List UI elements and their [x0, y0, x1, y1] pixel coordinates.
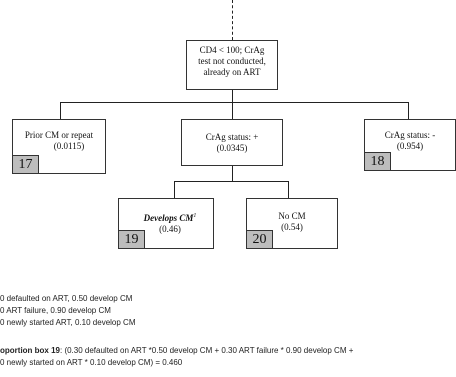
- box-number-18: 18: [365, 152, 391, 170]
- box-number-17: 17: [13, 155, 39, 173]
- box-number-19: 19: [119, 230, 145, 248]
- footnote-line-4: oportion box 19: (0.30 defaulted on ART …: [0, 345, 353, 356]
- box-number-20: 20: [247, 230, 273, 248]
- footnote-line-2: 0 ART failure, 0.90 develop CM: [0, 306, 111, 315]
- prior-cm-label: Prior CM or repeat: [24, 130, 94, 140]
- root-stem: [232, 90, 233, 102]
- drop-neg: [408, 102, 409, 119]
- prior-cm-node: Prior CM or repeat (0.0115) 17: [12, 119, 106, 174]
- crag-negative-node: CrAg status: - (0.954) 18: [364, 119, 456, 171]
- crag-negative-label: CrAg status: -: [384, 130, 436, 140]
- no-cm-prob: (0.54): [281, 222, 303, 232]
- develops-cm-prob: (0.46): [159, 224, 181, 234]
- develops-cm-label: Develops CM1: [143, 213, 197, 223]
- footnote-line-1: 0 defaulted on ART, 0.50 develop CM: [0, 294, 133, 303]
- root-node: CD4 < 100; CrAg test not conducted, alre…: [186, 40, 278, 90]
- pos-stem: [232, 166, 233, 181]
- proportion-formula: : (0.30 defaulted on ART *0.50 develop C…: [60, 346, 354, 355]
- proportion-label: oportion box 19: [0, 346, 60, 355]
- drop-nocm: [288, 181, 289, 198]
- incoming-dashed-line: [232, 0, 233, 40]
- root-line-1: CD4 < 100; CrAg: [199, 45, 265, 55]
- drop-prior: [60, 102, 61, 119]
- crag-negative-prob: (0.954): [396, 141, 424, 151]
- prior-cm-prob: (0.0115): [53, 141, 85, 151]
- crag-positive-prob: (0.0345): [216, 143, 248, 153]
- no-cm-node: No CM (0.54) 20: [246, 198, 338, 249]
- footnote-line-5: 0 newly started on ART * 0.10 develop CM…: [0, 358, 183, 367]
- level2-bar: [174, 181, 288, 182]
- develops-cm-footnote: 1: [193, 213, 197, 219]
- drop-pos: [232, 102, 233, 119]
- no-cm-label: No CM: [278, 211, 306, 221]
- develops-cm-node: Develops CM1 (0.46) 19: [118, 198, 214, 249]
- crag-positive-label: CrAg status: +: [205, 132, 259, 142]
- root-line-2: test not conducted,: [198, 56, 266, 66]
- level1-bar: [60, 102, 408, 103]
- footnote-line-3: 0 newly started ART, 0.10 develop CM: [0, 318, 136, 327]
- drop-develops: [174, 181, 175, 198]
- crag-positive-node: CrAg status: + (0.0345): [181, 119, 283, 166]
- root-line-3: already on ART: [203, 67, 261, 77]
